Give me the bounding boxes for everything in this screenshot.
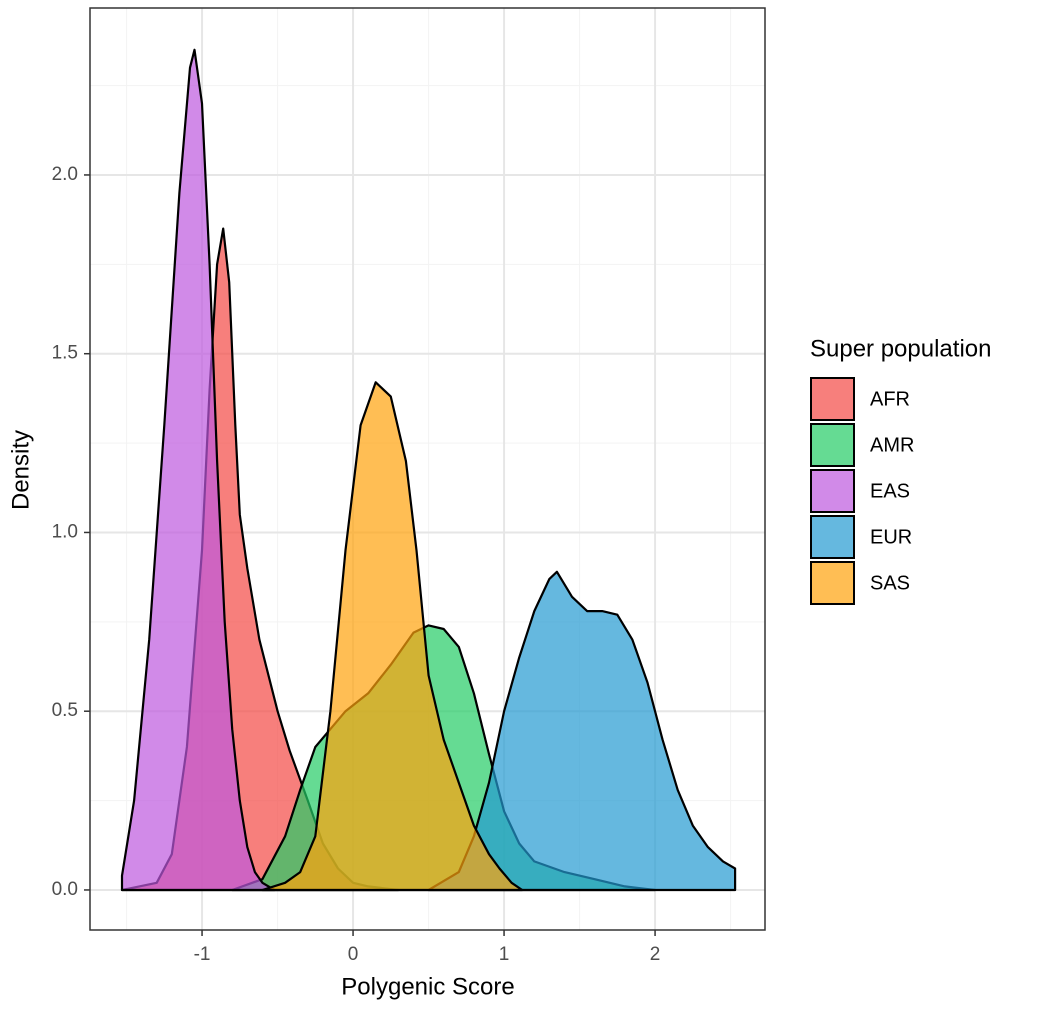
- legend-key: [810, 515, 855, 559]
- legend-label: AFR: [870, 388, 910, 410]
- legend-key: [810, 423, 855, 467]
- y-tick-label: 0.0: [52, 879, 78, 900]
- legend-label: AMR: [870, 434, 914, 456]
- legend-title: Super population: [810, 335, 991, 362]
- legend-label: EUR: [870, 526, 912, 548]
- x-tick-label: -1: [194, 944, 211, 965]
- y-tick-label: 0.5: [52, 700, 78, 721]
- x-tick-label: 2: [650, 944, 661, 965]
- legend-label: EAS: [870, 480, 910, 502]
- density-area: [120, 48, 276, 892]
- y-tick-label: 1.0: [52, 521, 78, 542]
- x-tick-label: 0: [348, 944, 359, 965]
- legend-key: [810, 377, 855, 421]
- x-tick-label: 1: [499, 944, 510, 965]
- x-axis-title: Polygenic Score: [341, 973, 514, 1000]
- density-area: [261, 381, 524, 892]
- y-tick-label: 1.5: [52, 343, 78, 364]
- legend-label: SAS: [870, 572, 910, 594]
- legend-key: [810, 469, 855, 513]
- y-tick-label: 2.0: [52, 164, 78, 185]
- panel-border: [89, 7, 766, 931]
- y-axis-title: Density: [7, 430, 34, 510]
- legend-key: [810, 561, 855, 605]
- density-area: [427, 570, 737, 892]
